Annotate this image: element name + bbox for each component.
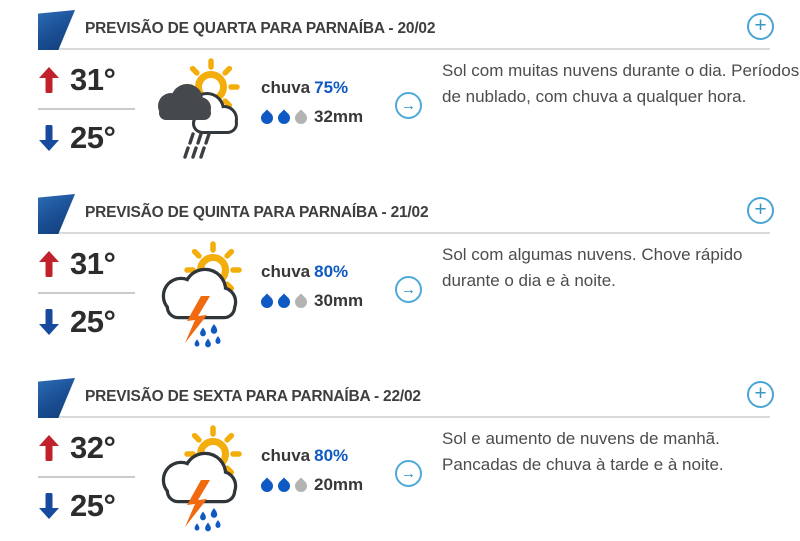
card-body: 31° 25° <box>38 234 800 348</box>
temp-low-row: 25° <box>38 486 135 526</box>
forecast-description: Sol com algumas nuvens. Chove rápido dur… <box>442 245 743 290</box>
temp-high-row: 31° <box>38 60 135 100</box>
forecast-card: PREVISÃO DE SEXTA PARA PARNAÍBA - 22/02 … <box>0 378 800 532</box>
temperature-block: 31° 25° <box>38 242 135 342</box>
card-header: PREVISÃO DE QUINTA PARA PARNAÍBA - 21/02… <box>38 194 774 234</box>
card-body: 31° 25° <box>38 50 800 164</box>
raindrop-icon <box>258 109 276 127</box>
raindrop-icon-empty <box>292 293 310 311</box>
rain-amount-line: 32mm <box>258 107 379 127</box>
raindrop-icon <box>275 109 293 127</box>
temp-high: 31° <box>70 62 116 97</box>
rain-label: chuva <box>261 78 311 97</box>
sun-clouds-rain-icon <box>158 56 251 159</box>
rain-probability-line: chuva 75% <box>261 78 379 98</box>
expand-plus-button[interactable]: + <box>747 12 774 40</box>
temp-low: 25° <box>70 120 116 155</box>
plus-icon: + <box>754 381 767 405</box>
raindrop-icon <box>275 477 293 495</box>
temp-low-row: 25° <box>38 118 135 158</box>
arrow-up-icon <box>39 67 59 93</box>
arrow-down-icon <box>39 493 59 519</box>
temperature-block: 31° 25° <box>38 58 135 158</box>
rain-label: chuva <box>261 446 311 465</box>
rain-amount: 20mm <box>314 475 364 494</box>
rain-block: chuva 75% 32mm <box>258 78 379 127</box>
arrow-up-icon <box>39 251 59 277</box>
temp-low: 25° <box>70 304 116 339</box>
rain-drops <box>194 324 221 348</box>
card-header: PREVISÃO DE QUARTA PARA PARNAÍBA - 20/02… <box>38 10 774 50</box>
plus-icon: + <box>754 13 767 37</box>
raindrop-icon <box>258 293 276 311</box>
flag-icon <box>38 10 75 50</box>
temperature-block: 32° 25° <box>38 426 135 526</box>
expand-plus-button[interactable]: + <box>747 196 774 224</box>
rain-probability-line: chuva 80% <box>261 262 379 282</box>
rain-probability: 75% <box>314 78 349 97</box>
temp-low-row: 25° <box>38 302 135 342</box>
rain-amount: 32mm <box>314 107 364 126</box>
rain-streaks <box>183 132 211 159</box>
rain-block: chuva 80% 20mm <box>258 446 379 495</box>
arrow-right-icon: → <box>401 465 416 482</box>
forecast-description: Sol e aumento de nuvens de manhã. Pancad… <box>442 429 724 474</box>
details-arrow-button[interactable]: → <box>395 276 422 303</box>
arrow-down-icon <box>39 125 59 151</box>
card-title: PREVISÃO DE SEXTA PARA PARNAÍBA - 22/02 <box>85 388 421 405</box>
raindrop-icon <box>275 293 293 311</box>
forecast-card: PREVISÃO DE QUARTA PARA PARNAÍBA - 20/02… <box>0 10 800 164</box>
rain-label: chuva <box>261 262 311 281</box>
temp-divider <box>38 292 135 294</box>
forecast-card: PREVISÃO DE QUINTA PARA PARNAÍBA - 21/02… <box>0 194 800 348</box>
card-title: PREVISÃO DE QUARTA PARA PARNAÍBA - 20/02 <box>85 20 436 37</box>
sun-cloud-storm-icon <box>147 424 251 532</box>
temp-low: 25° <box>70 488 116 523</box>
temp-high-row: 32° <box>38 428 135 468</box>
flag-icon <box>38 194 75 234</box>
rain-amount-line: 30mm <box>258 291 379 311</box>
details-arrow-button[interactable]: → <box>395 460 422 487</box>
temp-high: 31° <box>70 246 116 281</box>
temp-divider <box>38 476 135 478</box>
plus-icon: + <box>754 197 767 221</box>
card-title: PREVISÃO DE QUINTA PARA PARNAÍBA - 21/02 <box>85 204 429 221</box>
sun-cloud-storm-icon <box>147 240 251 348</box>
details-arrow-button[interactable]: → <box>395 92 422 119</box>
temp-divider <box>38 108 135 110</box>
raindrop-icon-empty <box>292 109 310 127</box>
flag-icon <box>38 378 75 418</box>
rain-probability: 80% <box>314 262 349 281</box>
rain-amount-line: 20mm <box>258 475 379 495</box>
rain-drops <box>194 508 221 532</box>
raindrop-icon-empty <box>292 477 310 495</box>
temp-high-row: 31° <box>38 244 135 284</box>
arrow-up-icon <box>39 435 59 461</box>
arrow-right-icon: → <box>401 281 416 298</box>
expand-plus-button[interactable]: + <box>747 380 774 408</box>
rain-block: chuva 80% 30mm <box>258 262 379 311</box>
temp-high: 32° <box>70 430 116 465</box>
arrow-down-icon <box>39 309 59 335</box>
rain-probability-line: chuva 80% <box>261 446 379 466</box>
forecast-description: Sol com muitas nuvens durante o dia. Per… <box>442 61 800 106</box>
arrow-right-icon: → <box>401 97 416 114</box>
card-body: 32° 25° <box>38 418 800 532</box>
rain-probability: 80% <box>314 446 349 465</box>
card-header: PREVISÃO DE SEXTA PARA PARNAÍBA - 22/02 … <box>38 378 774 418</box>
raindrop-icon <box>258 477 276 495</box>
rain-amount: 30mm <box>314 291 364 310</box>
